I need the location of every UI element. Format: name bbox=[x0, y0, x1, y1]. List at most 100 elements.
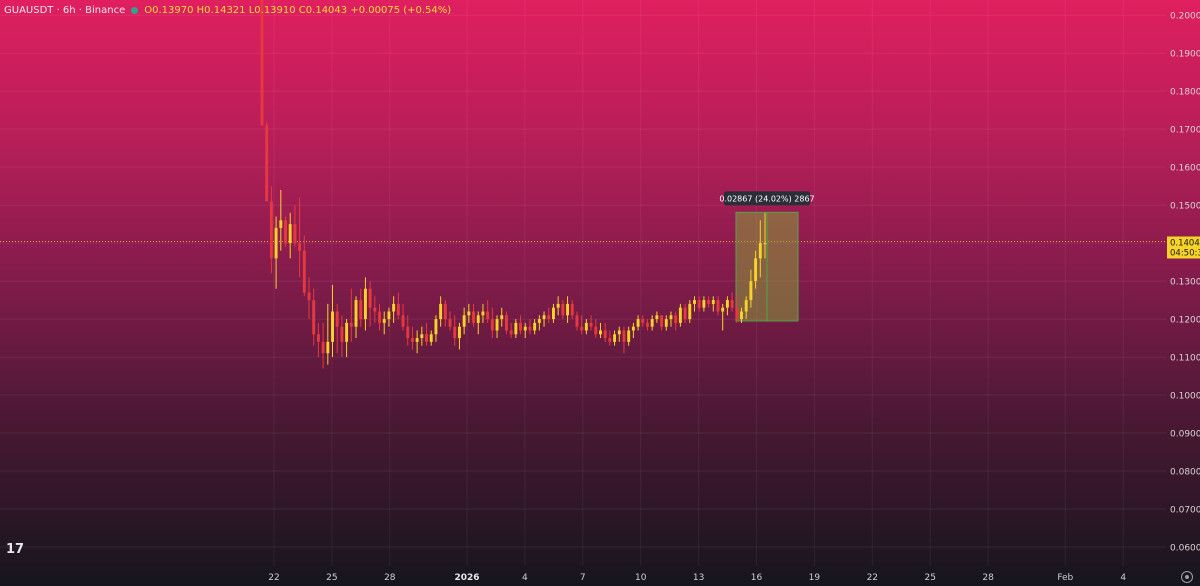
candle-body bbox=[302, 250, 306, 293]
candle-body bbox=[269, 201, 273, 259]
candle-body bbox=[368, 288, 372, 308]
candle-body bbox=[312, 300, 316, 335]
candle-body bbox=[528, 326, 532, 331]
candle-body bbox=[711, 300, 715, 304]
x-tick-label: 22 bbox=[867, 573, 878, 583]
candle-body bbox=[509, 330, 513, 335]
candle-body bbox=[415, 338, 419, 342]
candle-body bbox=[613, 334, 617, 342]
candle-body bbox=[321, 341, 325, 354]
candle-body bbox=[396, 303, 400, 316]
candle-body bbox=[584, 322, 588, 331]
candle-body bbox=[678, 307, 682, 323]
candle-body bbox=[363, 288, 367, 320]
candle-body bbox=[561, 303, 565, 316]
x-tick-label: 25 bbox=[326, 573, 337, 583]
market-status-icon bbox=[131, 6, 139, 14]
candle-body bbox=[406, 326, 410, 339]
candle-body bbox=[721, 307, 725, 312]
candle-body bbox=[702, 300, 706, 308]
candle-body bbox=[410, 338, 414, 342]
price-tag-bg bbox=[1167, 236, 1200, 259]
measure-tool[interactable]: 0.02867 (24.02%) 2867 bbox=[719, 191, 815, 322]
candle-body bbox=[707, 300, 711, 304]
candle-body bbox=[730, 300, 734, 308]
measure-label: 0.02867 (24.02%) 2867 bbox=[719, 194, 814, 203]
candle-body bbox=[486, 311, 490, 320]
time-axis[interactable]: 22 25 28 2026 4 7 10 13 16 19 22 25 28 Feb 4 bbox=[268, 573, 1126, 583]
x-tick-label: 13 bbox=[693, 573, 704, 583]
candle-body bbox=[533, 322, 537, 331]
candle-body bbox=[457, 326, 461, 339]
candle-body bbox=[439, 303, 443, 320]
candle-body bbox=[443, 303, 447, 320]
x-tick-label: 7 bbox=[580, 573, 586, 583]
candle-body bbox=[556, 303, 560, 308]
candle-body bbox=[326, 341, 330, 354]
y-tick-label: 0.06000 bbox=[1170, 544, 1200, 554]
x-tick-label: 28 bbox=[982, 573, 994, 583]
x-tick-label: 19 bbox=[809, 573, 821, 583]
candle-body bbox=[420, 334, 424, 339]
candle-body bbox=[316, 334, 320, 342]
candle-body bbox=[580, 326, 584, 331]
price-tag-countdown: 04:50:32 bbox=[1170, 248, 1200, 258]
candle-body bbox=[744, 300, 748, 312]
candle-body bbox=[373, 307, 377, 312]
candle-body bbox=[650, 319, 654, 327]
candle-body bbox=[697, 300, 701, 308]
candle-body bbox=[740, 311, 743, 320]
candle-body bbox=[683, 307, 687, 320]
candle-body bbox=[664, 319, 668, 327]
candle-body bbox=[514, 322, 518, 335]
candle-body bbox=[608, 338, 612, 342]
candle-body bbox=[570, 303, 574, 316]
candle-body bbox=[523, 326, 527, 331]
symbol-title[interactable]: GUAUSDT · 6h · Binance bbox=[4, 4, 126, 16]
candle-body bbox=[575, 315, 579, 327]
candle-body bbox=[340, 326, 344, 342]
candle-body bbox=[382, 319, 386, 323]
candle-body bbox=[467, 311, 471, 316]
candle-body bbox=[425, 334, 428, 342]
candle-body bbox=[547, 315, 551, 320]
candle-body bbox=[636, 319, 640, 327]
candle-body bbox=[392, 303, 396, 312]
candle-body bbox=[265, 125, 269, 202]
candle-body bbox=[307, 292, 311, 301]
candle-body bbox=[274, 227, 278, 259]
candle-body bbox=[674, 315, 678, 323]
candle-body bbox=[378, 311, 381, 323]
candle-body bbox=[594, 326, 598, 335]
candle-body bbox=[387, 311, 391, 320]
x-tick-label: 2026 bbox=[454, 573, 479, 583]
x-tick-label: 28 bbox=[384, 573, 396, 583]
candle-body bbox=[622, 330, 626, 342]
grid-lines bbox=[0, 0, 1166, 566]
candle-body bbox=[279, 220, 283, 228]
candle-body bbox=[359, 300, 363, 320]
candle-body bbox=[537, 319, 541, 323]
x-tick-label: 25 bbox=[924, 573, 935, 583]
candle-body bbox=[566, 303, 570, 316]
candle-body bbox=[462, 315, 466, 327]
tradingview-logo-icon[interactable]: 17 bbox=[5, 541, 25, 557]
candle-body bbox=[693, 300, 696, 304]
candle-body bbox=[335, 311, 339, 327]
candle-body bbox=[603, 330, 607, 339]
candle-body bbox=[453, 326, 457, 339]
candle-body bbox=[429, 334, 433, 342]
ohlc-values: O0.13970 H0.14321 L0.13910 C0.14043 +0.0… bbox=[144, 4, 452, 16]
gear-icon[interactable] bbox=[1181, 571, 1193, 583]
